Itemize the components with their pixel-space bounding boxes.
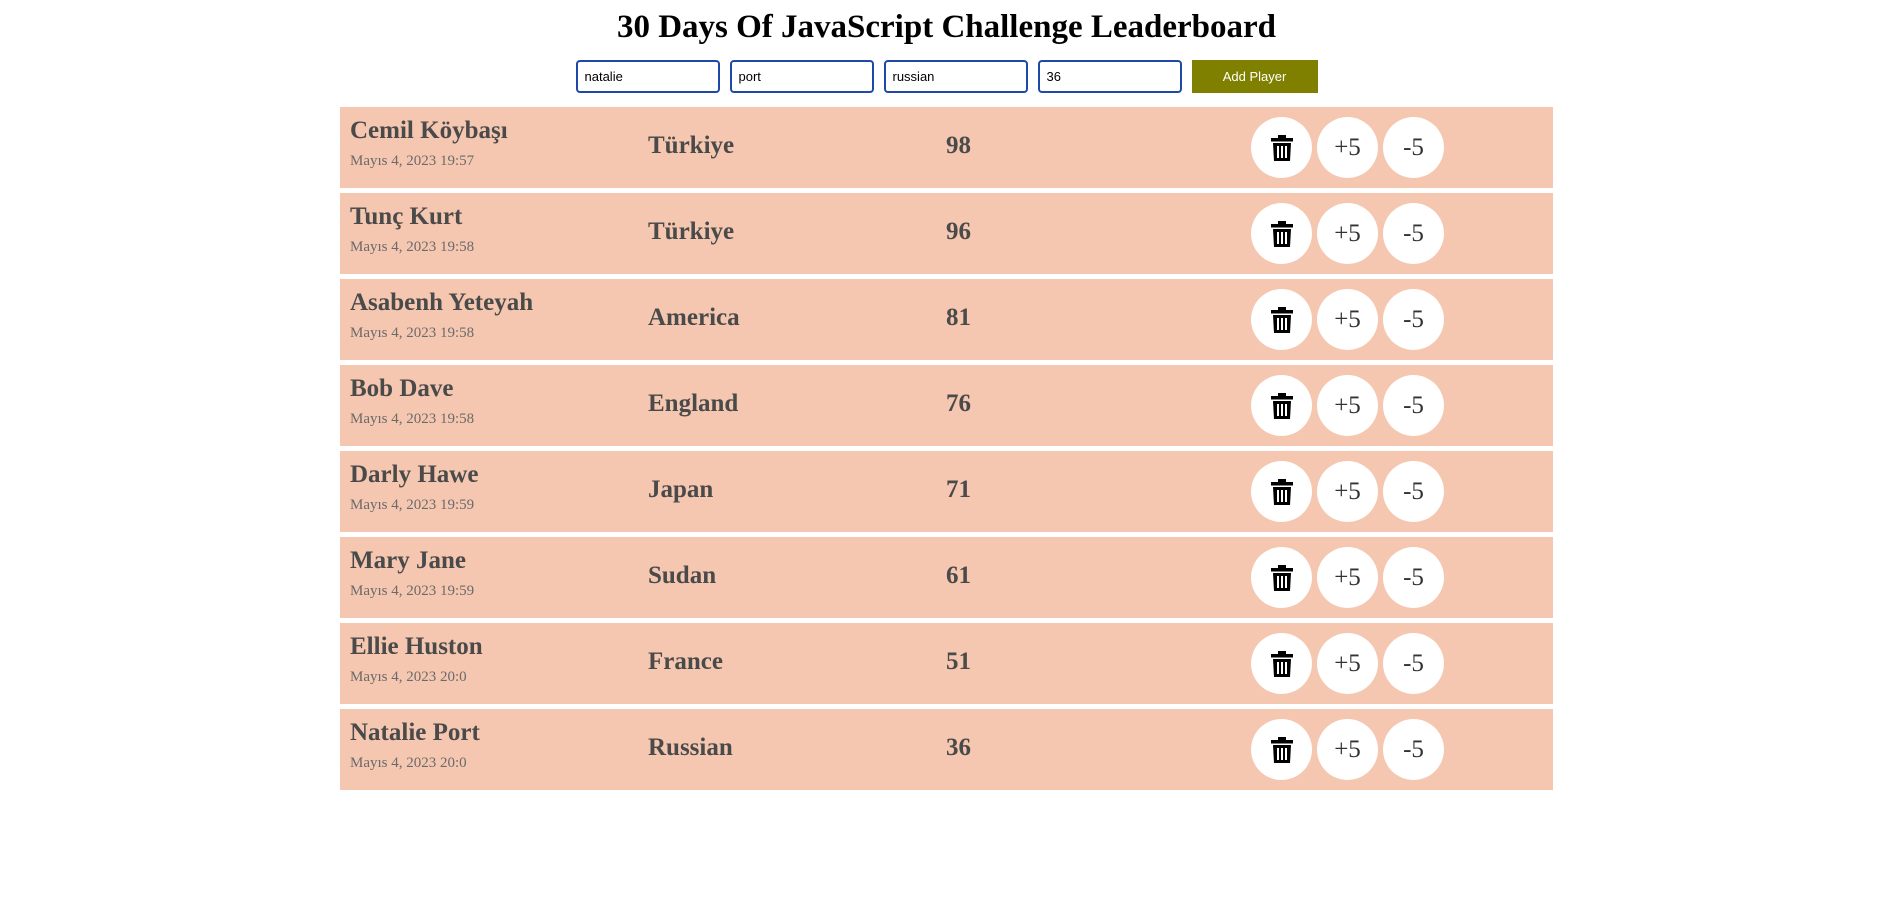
player-country: America [648,304,740,331]
player-country: England [648,390,739,417]
player-score: 61 [946,562,971,589]
player-name: Bob Dave [350,375,454,402]
player-score: 71 [946,476,971,503]
trash-icon [1270,306,1293,333]
page-title: 30 Days Of JavaScript Challenge Leaderbo… [616,9,1277,45]
first-name-input[interactable] [575,59,720,93]
player-row: Bob Dave Mayıs 4, 2023 19:58 England 76 … [340,365,1553,446]
trash-icon [1270,392,1293,419]
player-name: Darly Hawe [350,461,479,488]
player-row: Cemil Köybaşı Mayıs 4, 2023 19:57 Türkiy… [340,107,1553,188]
minus-five-button[interactable]: -5 [1383,117,1444,178]
plus-five-button[interactable]: +5 [1317,375,1378,436]
leaderboard: Cemil Köybaşı Mayıs 4, 2023 19:57 Türkiy… [340,107,1553,790]
player-name: Asabenh Yeteyah [350,289,534,316]
trash-icon [1270,564,1293,591]
trash-icon [1270,220,1293,247]
trash-icon [1270,134,1293,161]
player-country: Sudan [648,562,717,589]
player-row: Tunç Kurt Mayıs 4, 2023 19:58 Türkiye 96… [340,193,1553,274]
country-input[interactable] [883,59,1028,93]
minus-five-button[interactable]: -5 [1383,633,1444,694]
plus-five-button[interactable]: +5 [1317,203,1378,264]
player-date: Mayıs 4, 2023 19:59 [350,497,475,513]
player-date: Mayıs 4, 2023 19:58 [350,325,475,341]
minus-five-button[interactable]: -5 [1383,375,1444,436]
plus-five-button[interactable]: +5 [1317,719,1378,780]
plus-five-button[interactable]: +5 [1317,117,1378,178]
player-date: Mayıs 4, 2023 20:0 [350,755,467,771]
trash-icon [1270,736,1293,763]
player-country: Türkiye [648,218,735,245]
delete-button[interactable] [1251,461,1312,522]
player-score: 51 [946,648,971,675]
player-date: Mayıs 4, 2023 20:0 [350,669,467,685]
last-name-input[interactable] [729,59,874,93]
player-row: Natalie Port Mayıs 4, 2023 20:0 Russian … [340,709,1553,790]
delete-button[interactable] [1251,289,1312,350]
delete-button[interactable] [1251,203,1312,264]
player-row: Mary Jane Mayıs 4, 2023 19:59 Sudan 61 +… [340,537,1553,618]
player-country: Japan [648,476,714,503]
player-row: Ellie Huston Mayıs 4, 2023 20:0 France 5… [340,623,1553,704]
player-country: France [648,648,723,675]
delete-button[interactable] [1251,375,1312,436]
plus-five-button[interactable]: +5 [1317,289,1378,350]
row-actions: +5 -5 [1251,547,1444,608]
player-name: Tunç Kurt [350,203,463,230]
player-date: Mayıs 4, 2023 19:59 [350,583,475,599]
player-date: Mayıs 4, 2023 19:58 [350,239,475,255]
player-country: Russian [648,734,733,761]
delete-button[interactable] [1251,117,1312,178]
player-row: Asabenh Yeteyah Mayıs 4, 2023 19:58 Amer… [340,279,1553,360]
player-name: Ellie Huston [350,633,483,660]
player-score: 81 [946,304,971,331]
player-date: Mayıs 4, 2023 19:57 [350,153,475,169]
row-actions: +5 -5 [1251,375,1444,436]
plus-five-button[interactable]: +5 [1317,547,1378,608]
add-player-button[interactable]: Add Player [1191,59,1318,93]
player-date: Mayıs 4, 2023 19:58 [350,411,475,427]
minus-five-button[interactable]: -5 [1383,719,1444,780]
row-actions: +5 -5 [1251,633,1444,694]
delete-button[interactable] [1251,547,1312,608]
minus-five-button[interactable]: -5 [1383,547,1444,608]
player-row: Darly Hawe Mayıs 4, 2023 19:59 Japan 71 … [340,451,1553,532]
player-score: 98 [946,132,971,159]
minus-five-button[interactable]: -5 [1383,461,1444,522]
minus-five-button[interactable]: -5 [1383,289,1444,350]
player-score: 96 [946,218,971,245]
plus-five-button[interactable]: +5 [1317,461,1378,522]
player-country: Türkiye [648,132,735,159]
row-actions: +5 -5 [1251,203,1444,264]
row-actions: +5 -5 [1251,117,1444,178]
delete-button[interactable] [1251,719,1312,780]
row-actions: +5 -5 [1251,289,1444,350]
row-actions: +5 -5 [1251,719,1444,780]
score-input[interactable] [1037,59,1182,93]
minus-five-button[interactable]: -5 [1383,203,1444,264]
row-actions: +5 -5 [1251,461,1444,522]
player-name: Cemil Köybaşı [350,117,508,144]
player-score: 76 [946,390,971,417]
plus-five-button[interactable]: +5 [1317,633,1378,694]
player-score: 36 [946,734,971,761]
player-name: Mary Jane [350,547,466,574]
player-name: Natalie Port [350,719,480,746]
delete-button[interactable] [1251,633,1312,694]
trash-icon [1270,478,1293,505]
add-player-form: Add Player [0,58,1893,94]
trash-icon [1270,650,1293,677]
